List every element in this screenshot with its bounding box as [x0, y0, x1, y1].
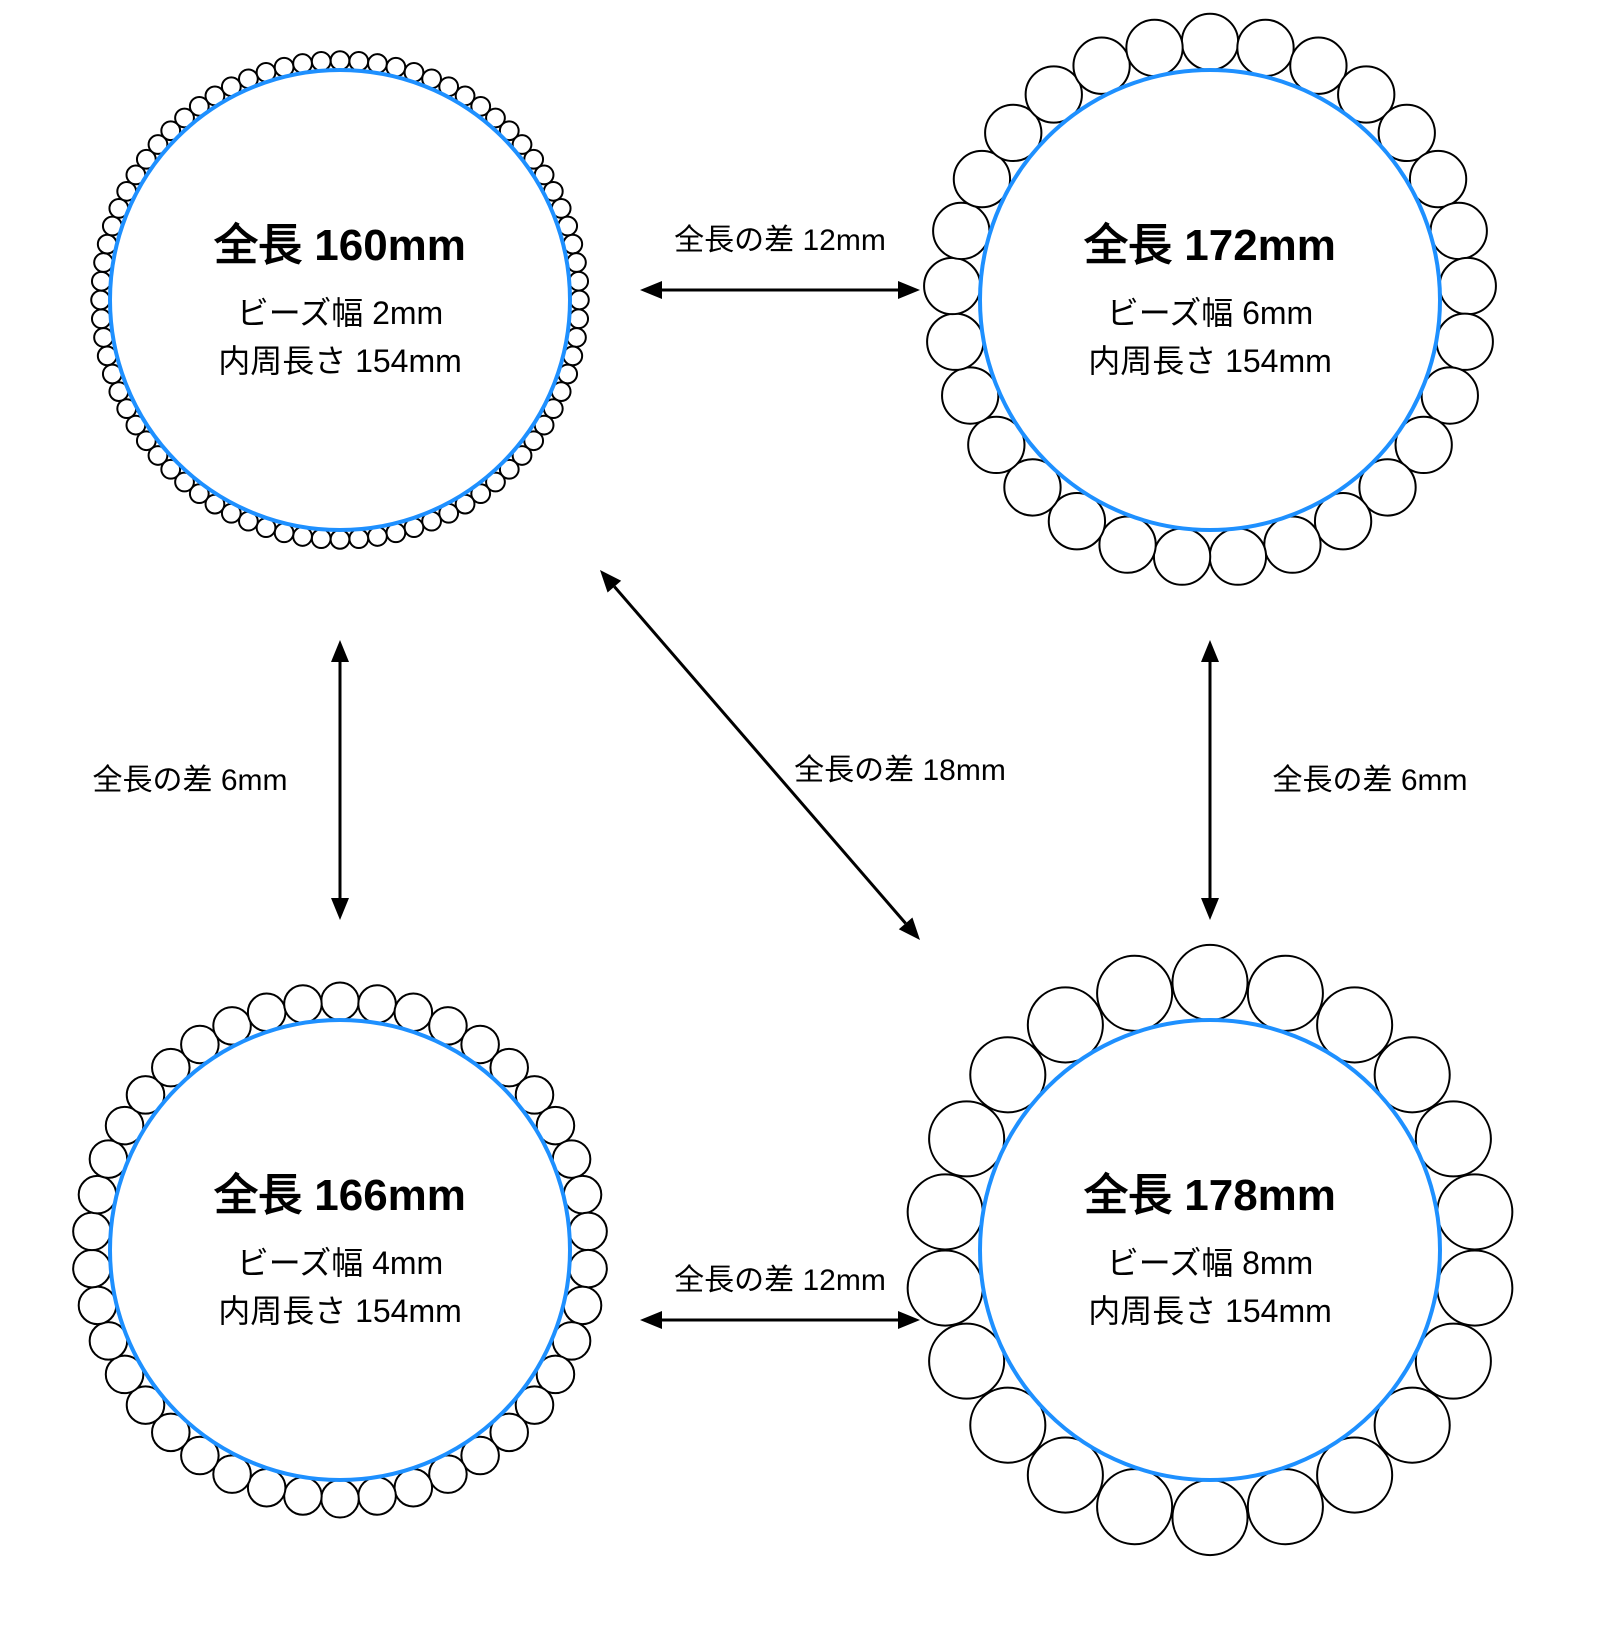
bracelet-inner-length: 内周長さ 154mm — [1088, 343, 1332, 379]
bead — [395, 994, 433, 1032]
bead — [1248, 1469, 1323, 1544]
bead — [79, 1176, 117, 1214]
bracelet-inner-length: 内周長さ 154mm — [218, 1293, 462, 1329]
bead — [908, 1251, 983, 1326]
bead — [924, 258, 980, 314]
bracelet-bead-width: ビーズ幅 6mm — [1107, 295, 1313, 331]
bead — [1172, 945, 1247, 1020]
bead — [92, 272, 111, 291]
bead — [1099, 516, 1155, 572]
bracelet-title: 全長 172mm — [1083, 220, 1336, 270]
edge-left-v: 全長の差 6mm — [93, 640, 350, 920]
bead — [349, 529, 368, 548]
bead — [321, 1480, 359, 1518]
bracelet-tl: 全長 160mm ビーズ幅 2mm 内周長さ 154mm — [91, 51, 589, 549]
arrow-head — [898, 281, 920, 299]
bead — [1210, 528, 1266, 584]
bracelet-bead-width: ビーズ幅 2mm — [237, 295, 443, 331]
bead — [933, 203, 989, 259]
bead — [569, 1213, 607, 1251]
bead — [570, 291, 589, 310]
bead — [1290, 38, 1346, 94]
bracelet-bead-width: ビーズ幅 8mm — [1107, 1245, 1313, 1281]
bead — [908, 1174, 983, 1249]
edge-label: 全長の差 12mm — [674, 224, 886, 257]
bead — [564, 1176, 602, 1214]
edge-diag: 全長の差 18mm — [600, 570, 1006, 940]
bead — [79, 1287, 117, 1325]
bracelet-bl: 全長 166mm ビーズ幅 4mm 内周長さ 154mm — [73, 982, 607, 1517]
bead — [1172, 1480, 1247, 1555]
bead — [569, 1250, 607, 1288]
bead — [1182, 14, 1238, 70]
bracelet-inner-length: 内周長さ 154mm — [218, 343, 462, 379]
bead — [1264, 516, 1320, 572]
bead — [929, 1101, 1004, 1176]
bead — [284, 985, 322, 1023]
bead — [1416, 1324, 1491, 1399]
bead — [1154, 528, 1210, 584]
edge-bottom-h: 全長の差 12mm — [640, 1264, 920, 1329]
bead — [91, 291, 110, 310]
bead — [1097, 1469, 1172, 1544]
bead — [331, 530, 350, 549]
bead — [1437, 1251, 1512, 1326]
bead — [312, 529, 331, 548]
edge-label: 全長の差 12mm — [674, 1264, 886, 1297]
bracelet-title: 全長 160mm — [213, 220, 466, 270]
bead — [331, 51, 350, 70]
bead — [927, 314, 983, 370]
bead — [1422, 367, 1478, 423]
bead — [564, 1287, 602, 1325]
bead — [1437, 1174, 1512, 1249]
edge-label: 全長の差 18mm — [794, 754, 1006, 787]
arrow-head — [1201, 898, 1219, 920]
bead — [1248, 956, 1323, 1031]
bead — [569, 309, 588, 328]
arrow-head — [1201, 640, 1219, 662]
bead — [284, 1477, 322, 1515]
arrow-head — [331, 640, 349, 662]
bead — [1237, 20, 1293, 76]
bead — [358, 985, 396, 1023]
bead — [248, 1469, 286, 1507]
bead — [395, 1469, 433, 1507]
bead — [929, 1324, 1004, 1399]
edge-right-v: 全長の差 6mm — [1201, 640, 1468, 920]
bracelet-br: 全長 178mm ビーズ幅 8mm 内周長さ 154mm — [908, 945, 1513, 1555]
bracelet-title: 全長 166mm — [213, 1170, 466, 1220]
bead — [1126, 20, 1182, 76]
bead — [248, 994, 286, 1032]
bead — [569, 272, 588, 291]
arrow-head — [331, 898, 349, 920]
bracelet-bead-width: ビーズ幅 4mm — [237, 1245, 443, 1281]
bead — [73, 1213, 111, 1251]
edge-top-h: 全長の差 12mm — [640, 224, 920, 299]
bead — [1440, 258, 1496, 314]
bead — [73, 1250, 111, 1288]
bead — [321, 982, 359, 1020]
arrow-head — [640, 1311, 662, 1329]
bracelet-tr: 全長 172mm ビーズ幅 6mm 内周長さ 154mm — [924, 14, 1496, 585]
bead — [358, 1477, 396, 1515]
bracelet-title: 全長 178mm — [1083, 1170, 1336, 1220]
edge-label: 全長の差 6mm — [93, 764, 288, 797]
bead — [942, 367, 998, 423]
bead — [312, 52, 331, 71]
bead — [1073, 38, 1129, 94]
bead — [349, 52, 368, 71]
bead — [1416, 1101, 1491, 1176]
bead — [1437, 314, 1493, 370]
bead — [92, 309, 111, 328]
edge-label: 全長の差 6mm — [1273, 764, 1468, 797]
bracelet-inner-length: 内周長さ 154mm — [1088, 1293, 1332, 1329]
bead — [1431, 203, 1487, 259]
arrow-head — [640, 281, 662, 299]
bead — [1097, 956, 1172, 1031]
